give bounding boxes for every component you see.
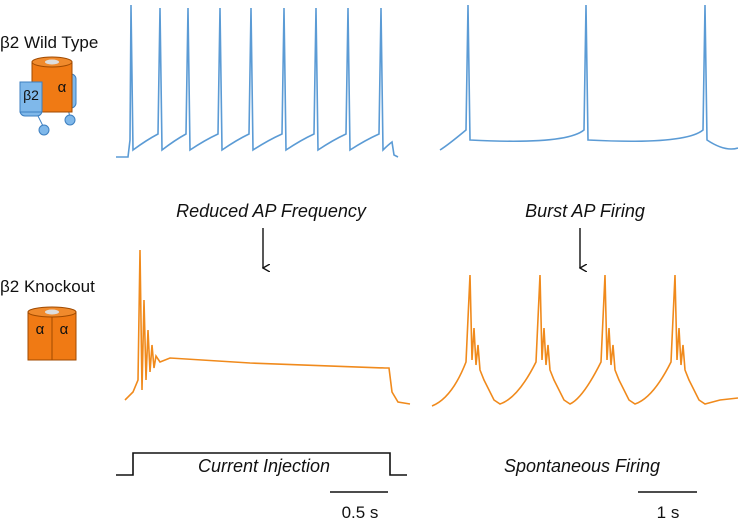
trace [124, 249, 411, 405]
scale-label: 1 s [657, 503, 680, 522]
current-step [116, 452, 407, 476]
channel-icon-ko [27, 306, 77, 361]
protocol-label: Spontaneous Firing [504, 456, 660, 476]
channel-icon-wt [19, 56, 77, 136]
trace [116, 4, 399, 158]
trace [439, 4, 738, 151]
panel-label: β2 Knockout [0, 277, 95, 296]
subunit-label: β2 [23, 87, 39, 103]
trace [431, 274, 738, 407]
subunit-label: α [58, 79, 67, 96]
subunit-label: α [36, 321, 45, 338]
annotation: Reduced AP Frequency [176, 201, 367, 221]
protocol-label: Current Injection [198, 456, 330, 476]
subunit-label: α [60, 321, 69, 338]
scale-label: 0.5 s [342, 503, 379, 522]
annotation: Burst AP Firing [525, 201, 645, 221]
panel-label: β2 Wild Type [0, 33, 98, 52]
